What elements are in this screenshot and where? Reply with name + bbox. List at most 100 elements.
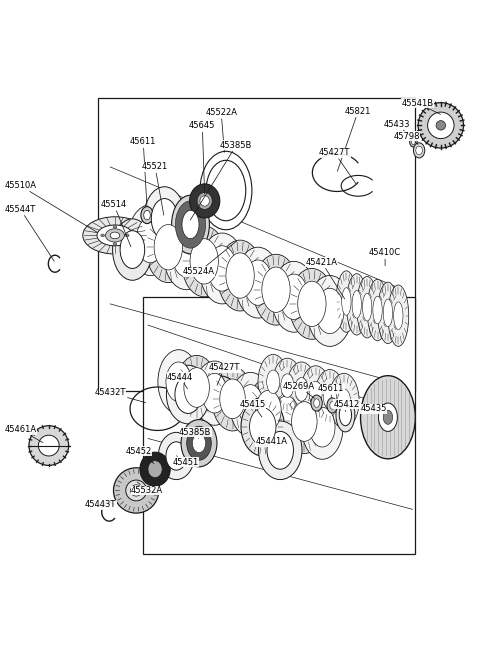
Ellipse shape bbox=[272, 358, 302, 413]
Ellipse shape bbox=[200, 233, 245, 304]
Ellipse shape bbox=[140, 452, 170, 486]
Text: 45510A: 45510A bbox=[4, 181, 97, 233]
Ellipse shape bbox=[144, 210, 150, 220]
Ellipse shape bbox=[258, 354, 288, 409]
Ellipse shape bbox=[113, 468, 159, 513]
Ellipse shape bbox=[347, 274, 367, 335]
Ellipse shape bbox=[314, 399, 319, 407]
Ellipse shape bbox=[336, 398, 355, 432]
Ellipse shape bbox=[145, 212, 191, 282]
Text: 45524A: 45524A bbox=[183, 241, 237, 276]
Ellipse shape bbox=[311, 395, 322, 411]
Text: 45269A: 45269A bbox=[283, 382, 315, 398]
Ellipse shape bbox=[220, 379, 245, 419]
Ellipse shape bbox=[148, 460, 162, 477]
Ellipse shape bbox=[187, 426, 211, 460]
Ellipse shape bbox=[416, 146, 422, 155]
Ellipse shape bbox=[151, 198, 178, 239]
Ellipse shape bbox=[194, 361, 235, 425]
Text: 45412: 45412 bbox=[333, 400, 360, 411]
Text: 45821: 45821 bbox=[337, 107, 372, 171]
Ellipse shape bbox=[192, 434, 205, 453]
Ellipse shape bbox=[244, 260, 272, 305]
Text: 45385B: 45385B bbox=[190, 141, 252, 220]
Ellipse shape bbox=[212, 367, 253, 431]
Ellipse shape bbox=[378, 403, 397, 432]
Ellipse shape bbox=[250, 408, 276, 445]
Text: 45514: 45514 bbox=[101, 200, 131, 247]
Text: 45452: 45452 bbox=[125, 447, 154, 464]
Ellipse shape bbox=[113, 219, 152, 280]
Text: 45410C: 45410C bbox=[369, 248, 401, 266]
Ellipse shape bbox=[409, 137, 417, 147]
Ellipse shape bbox=[362, 293, 372, 321]
Ellipse shape bbox=[307, 276, 352, 346]
Ellipse shape bbox=[330, 402, 335, 409]
Ellipse shape bbox=[289, 269, 335, 339]
Ellipse shape bbox=[200, 151, 252, 230]
Ellipse shape bbox=[110, 232, 120, 238]
Text: 45415: 45415 bbox=[240, 400, 266, 417]
Ellipse shape bbox=[241, 398, 285, 456]
Ellipse shape bbox=[200, 196, 209, 206]
Ellipse shape bbox=[29, 426, 69, 466]
Ellipse shape bbox=[136, 217, 165, 263]
Ellipse shape bbox=[166, 362, 192, 402]
Text: 45451: 45451 bbox=[173, 456, 199, 466]
Text: 45444: 45444 bbox=[167, 373, 193, 388]
Text: 45441A: 45441A bbox=[256, 438, 288, 446]
Ellipse shape bbox=[256, 390, 281, 430]
Ellipse shape bbox=[113, 242, 117, 246]
Text: 45432T: 45432T bbox=[95, 388, 146, 403]
Ellipse shape bbox=[280, 274, 308, 320]
Ellipse shape bbox=[158, 432, 194, 479]
Text: 45541B: 45541B bbox=[401, 99, 441, 115]
Ellipse shape bbox=[172, 232, 201, 277]
Ellipse shape bbox=[175, 201, 205, 248]
Text: 45385B: 45385B bbox=[179, 428, 211, 439]
Ellipse shape bbox=[436, 121, 445, 130]
Ellipse shape bbox=[190, 184, 220, 218]
Ellipse shape bbox=[113, 225, 117, 229]
Ellipse shape bbox=[182, 210, 199, 238]
Ellipse shape bbox=[324, 385, 336, 409]
Ellipse shape bbox=[128, 205, 173, 276]
Ellipse shape bbox=[418, 103, 464, 148]
Ellipse shape bbox=[248, 378, 289, 442]
Ellipse shape bbox=[131, 485, 142, 496]
Ellipse shape bbox=[267, 432, 293, 469]
Ellipse shape bbox=[315, 369, 345, 424]
Ellipse shape bbox=[357, 276, 378, 338]
Text: 45611: 45611 bbox=[318, 384, 345, 398]
Ellipse shape bbox=[336, 271, 357, 332]
Ellipse shape bbox=[360, 376, 415, 458]
Ellipse shape bbox=[238, 384, 263, 424]
Ellipse shape bbox=[226, 253, 254, 298]
Ellipse shape bbox=[327, 398, 337, 413]
Bar bbox=[143, 297, 415, 554]
Ellipse shape bbox=[144, 187, 185, 251]
Text: 45645: 45645 bbox=[189, 121, 216, 194]
Ellipse shape bbox=[394, 302, 403, 329]
Ellipse shape bbox=[141, 206, 153, 223]
Ellipse shape bbox=[267, 370, 280, 394]
Ellipse shape bbox=[262, 267, 290, 312]
Ellipse shape bbox=[180, 208, 201, 242]
Text: 45427T: 45427T bbox=[209, 363, 240, 385]
Ellipse shape bbox=[373, 296, 382, 324]
Ellipse shape bbox=[126, 480, 146, 501]
Ellipse shape bbox=[217, 240, 263, 311]
Ellipse shape bbox=[287, 362, 317, 417]
Ellipse shape bbox=[125, 234, 129, 237]
Ellipse shape bbox=[284, 389, 325, 454]
Ellipse shape bbox=[291, 402, 317, 441]
Ellipse shape bbox=[367, 279, 388, 341]
Text: 45427T: 45427T bbox=[319, 148, 356, 183]
Ellipse shape bbox=[166, 442, 187, 470]
Text: 45521: 45521 bbox=[142, 162, 168, 215]
Text: 45522A: 45522A bbox=[205, 108, 237, 153]
Ellipse shape bbox=[337, 389, 350, 413]
Ellipse shape bbox=[230, 373, 271, 437]
Ellipse shape bbox=[271, 261, 317, 332]
Ellipse shape bbox=[175, 376, 201, 413]
